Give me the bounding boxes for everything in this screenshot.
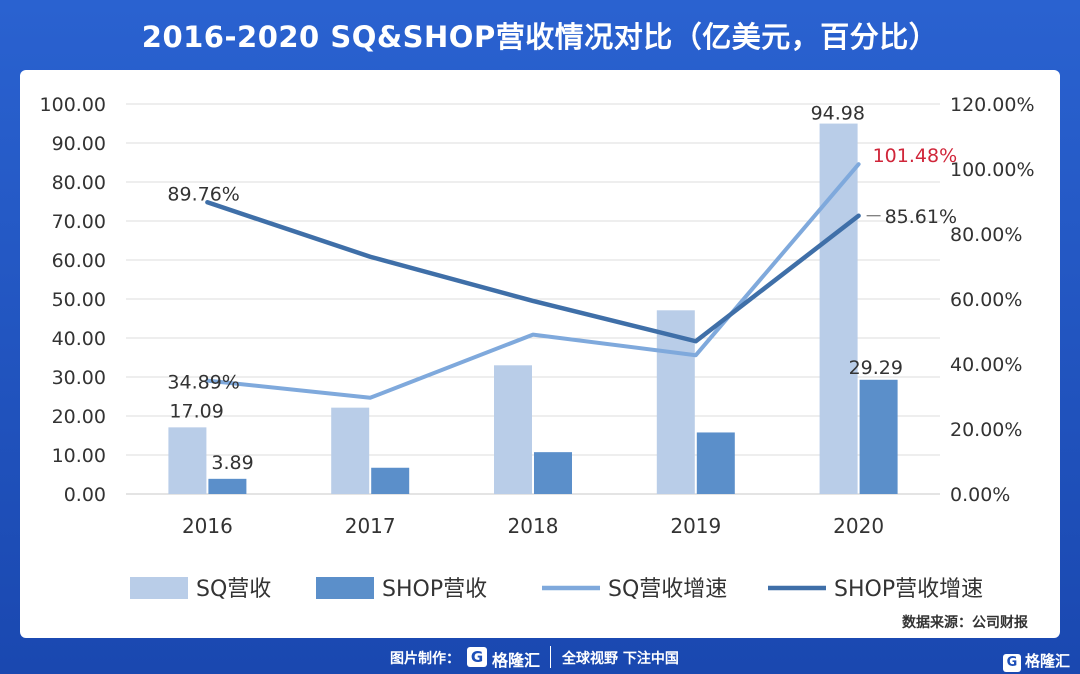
data-label-sq-growth-2016: 34.89%	[167, 372, 239, 394]
y-right-tick-label: 40.00%	[950, 354, 1022, 376]
corner-logo-icon: G	[1002, 654, 1021, 672]
corner-logo-text: 格隆汇	[1024, 652, 1070, 670]
data-label-shop-2016: 3.89	[211, 452, 253, 474]
bar-sq-revenue	[168, 427, 207, 494]
data-label-shop-growth-2020: 85.61%	[885, 206, 957, 228]
bar-shop-revenue	[208, 478, 247, 494]
y-left-tick-label: 70.00	[52, 211, 106, 233]
x-tick-label: 2020	[833, 514, 884, 538]
y-right-tick-label: 120.00%	[950, 94, 1035, 116]
bar-shop-revenue	[371, 467, 410, 494]
y-right-tick-label: 80.00%	[950, 224, 1022, 246]
y-right-tick-label: 20.00%	[950, 419, 1022, 441]
bar-sq-revenue	[819, 123, 858, 494]
y-left-tick-label: 50.00	[52, 289, 106, 311]
bar-shop-revenue	[859, 379, 898, 494]
y-left-tick-label: 40.00	[52, 328, 106, 350]
data-label-shop-2020: 29.29	[849, 357, 903, 379]
page-title: 2016-2020 SQ&SHOP营收情况对比（亿美元，百分比）	[141, 20, 939, 54]
source-note: 数据来源：公司财报	[902, 615, 1028, 631]
y-left-tick-label: 10.00	[52, 445, 106, 467]
data-label-sq-2016: 17.09	[169, 400, 223, 422]
x-tick-label: 2018	[508, 514, 559, 538]
chart: 0.00 10.00 20.00 30.00 40.00 50.00 60.00 70.00 8…	[40, 94, 1035, 602]
y-left-tick-label: 20.00	[52, 406, 106, 428]
bar-sq-revenue	[331, 407, 370, 494]
bar-shop-revenue	[534, 452, 572, 494]
footer: 图片制作： G 格隆汇 全球视野 下注中国	[0, 640, 1080, 674]
y-left-tick-label: 80.00	[52, 172, 106, 194]
legend-label: SQ营收增速	[608, 577, 727, 602]
data-label-sq-growth-2020: 101.48%	[873, 145, 958, 167]
legend-label: SQ营收	[196, 577, 271, 602]
x-tick-label: 2019	[670, 514, 721, 538]
footer-divider	[550, 646, 551, 668]
corner-logo: G 格隆汇	[1002, 650, 1070, 672]
data-label-shop-growth-2016: 89.76%	[167, 183, 239, 205]
y-right-tick-label: 60.00%	[950, 289, 1022, 311]
y-left-tick-label: 100.00	[40, 94, 106, 116]
legend-label: SHOP营收	[382, 577, 487, 602]
y-left-tick-label: 60.00	[52, 250, 106, 272]
line-sq-growth	[205, 162, 861, 400]
legend-label: SHOP营收增速	[834, 577, 983, 602]
line-shop-growth	[205, 200, 861, 344]
footer-brand: 格隆汇	[492, 651, 541, 670]
chart-panel: 0.00 10.00 20.00 30.00 40.00 50.00 60.00 70.00 8…	[20, 70, 1060, 638]
y-left-tick-label: 30.00	[52, 367, 106, 389]
footer-slogan: 全球视野 下注中国	[562, 651, 679, 667]
x-tick-label: 2017	[345, 514, 396, 538]
y-right-tick-label: 100.00%	[950, 159, 1035, 181]
x-tick-label: 2016	[182, 514, 233, 538]
y-left-tick-label: 0.00	[64, 484, 106, 506]
legend-swatch	[316, 577, 374, 599]
y-right-tick-label: 0.00%	[950, 484, 1010, 506]
bar-shop-revenue	[696, 432, 735, 494]
data-label-sq-2020: 94.98	[811, 103, 865, 125]
brand-logo-icon: G	[467, 647, 487, 667]
bar-sq-revenue	[494, 365, 532, 494]
y-left-tick-label: 90.00	[52, 133, 106, 155]
footer-made-by: 图片制作：	[390, 651, 460, 667]
legend-swatch	[130, 577, 188, 599]
